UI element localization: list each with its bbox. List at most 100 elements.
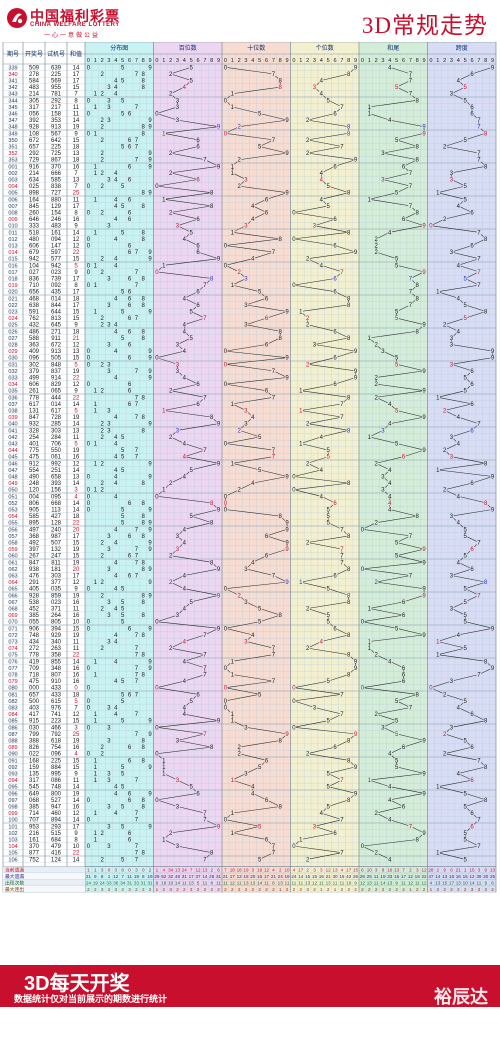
row-draw: 483	[29, 85, 40, 91]
trend-mark-sum_tail: 5	[395, 362, 399, 368]
row-trial: 444	[51, 395, 62, 401]
stats-value: 17	[230, 874, 236, 879]
mark-bg	[257, 143, 262, 149]
dist-mark: 3	[107, 567, 111, 573]
mark-bg	[305, 150, 310, 156]
trend-mark-hundreds: 0	[155, 184, 159, 190]
row-trial: 358	[51, 653, 62, 659]
row-sum: 10	[73, 844, 80, 850]
dist-mark: 2	[100, 580, 104, 586]
row-issue: 059	[8, 547, 17, 553]
dist-mark: 1	[94, 389, 98, 395]
mark-bg	[442, 731, 447, 737]
mark-bg	[408, 183, 413, 189]
mark-bg	[188, 229, 194, 235]
mark-bg	[236, 123, 242, 129]
mark-bg	[469, 110, 475, 116]
mark-bg	[332, 381, 338, 387]
trend-mark-hundreds: 4	[183, 475, 187, 481]
trend-mark-tens: 1	[231, 164, 235, 170]
row-sum: 4	[74, 752, 78, 758]
trend-mark-sum_tail: 6	[402, 217, 406, 223]
dist-mark: 9	[148, 791, 152, 797]
stats-value: 37	[195, 874, 201, 879]
row-sum: 21	[73, 336, 80, 342]
row-issue: 103	[8, 838, 17, 844]
stats-value: 8	[272, 880, 275, 885]
dist-mark: 8	[142, 296, 146, 302]
dist-mark: 7	[135, 395, 139, 401]
row-issue: 342	[8, 85, 17, 91]
row-sum: 13	[73, 428, 80, 434]
row-issue: 074	[8, 646, 17, 652]
mark-bg	[175, 803, 180, 809]
mark-bg	[264, 315, 269, 321]
trend-mark-sum_tail: 1	[368, 640, 372, 646]
row-draw: 953	[29, 824, 40, 830]
dist-mark: 1	[94, 811, 98, 817]
trend-mark-units: 8	[347, 673, 351, 679]
dist-mark: 0	[87, 98, 91, 104]
stats-value: 13	[250, 880, 256, 885]
row-trial: 113	[51, 508, 61, 514]
stats-value: 17	[401, 874, 407, 879]
trend-mark-tens: 9	[285, 527, 289, 533]
trend-mark-units: 7	[340, 778, 344, 784]
dist-mark: 7	[135, 554, 139, 560]
trend-mark-tens: 1	[231, 461, 235, 467]
row-sum: 12	[73, 580, 80, 586]
dist-mark: 8	[142, 415, 146, 421]
trend-mark-span: 6	[470, 211, 474, 217]
mark-bg	[195, 401, 201, 407]
mark-bg	[291, 843, 297, 849]
row-sum: 19	[73, 593, 80, 599]
header-digit-distribution-6: 6	[128, 58, 131, 64]
mark-bg	[415, 691, 420, 697]
trend-mark-hundreds: 4	[183, 323, 187, 329]
row-trial: 569	[51, 79, 62, 85]
mark-bg	[367, 110, 372, 116]
row-issue: 347	[8, 118, 17, 124]
mark-bg	[367, 434, 372, 440]
row-trial: 161	[51, 230, 62, 236]
trend-mark-tens: 6	[265, 211, 269, 217]
mark-bg	[175, 533, 180, 539]
trend-mark-units: 4	[320, 640, 324, 646]
trend-mark-span: 8	[484, 501, 488, 507]
row-trial: 023	[51, 600, 62, 606]
row-draw: 452	[29, 607, 40, 613]
dist-mark: 9	[148, 732, 152, 738]
mark-bg	[305, 750, 310, 756]
row-draw: 497	[29, 527, 40, 533]
mark-bg	[462, 526, 468, 532]
mark-bg	[305, 315, 310, 321]
dist-mark: 8	[142, 673, 146, 679]
trend-mark-hundreds: 5	[190, 65, 194, 71]
mark-bg	[476, 282, 482, 288]
stats-value: 21	[326, 874, 332, 879]
mark-bg	[278, 737, 283, 743]
row-draw: 419	[29, 659, 40, 665]
row-draw: 898	[29, 191, 40, 197]
mark-bg	[223, 348, 228, 354]
mark-bg	[476, 539, 482, 545]
row-sum: 17	[73, 79, 80, 85]
header-digit-units-3: 3	[313, 58, 316, 64]
stats-value: 11	[374, 874, 379, 879]
trend-mark-units: 2	[306, 752, 310, 758]
mark-bg	[387, 797, 393, 803]
trend-mark-hundreds: 0	[155, 752, 159, 758]
mark-bg	[373, 242, 379, 248]
trend-mark-span: 4	[457, 633, 461, 639]
stats-value: 3	[375, 868, 378, 873]
row-trial: 247	[51, 554, 62, 560]
mark-bg	[408, 203, 413, 209]
mark-bg	[319, 810, 324, 816]
row-issue: 079	[8, 679, 17, 685]
row-issue: 033	[8, 376, 17, 382]
dist-mark: 2	[100, 211, 104, 217]
header-digit-units-6: 6	[333, 58, 336, 64]
trend-mark-tens: 0	[224, 131, 228, 137]
mark-bg	[490, 473, 495, 479]
row-draw: 317	[29, 105, 40, 111]
